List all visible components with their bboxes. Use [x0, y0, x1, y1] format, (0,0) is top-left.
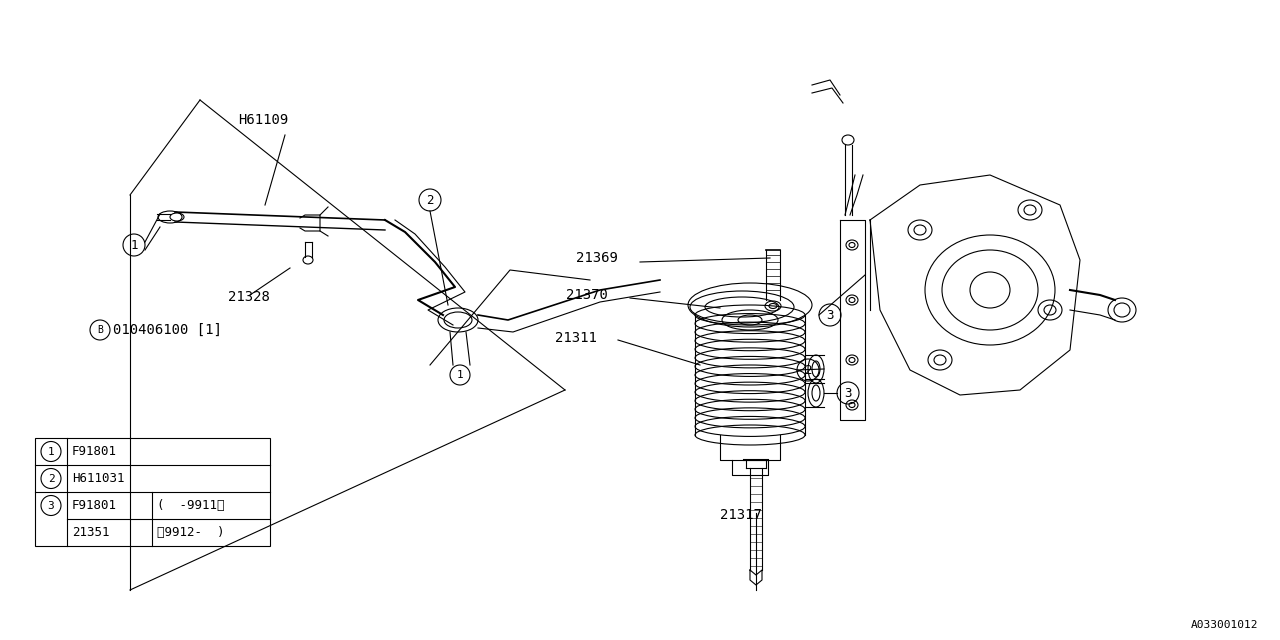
Text: 1: 1	[457, 370, 463, 380]
Text: 3: 3	[845, 387, 851, 399]
Text: F91801: F91801	[72, 445, 116, 458]
Text: (  -9911〉: ( -9911〉	[157, 499, 224, 512]
Text: H61109: H61109	[238, 113, 288, 127]
Text: 21311: 21311	[556, 331, 596, 345]
Text: 2: 2	[426, 193, 434, 207]
Text: 〈9912-  ): 〈9912- )	[157, 526, 224, 539]
Text: A033001012: A033001012	[1190, 620, 1258, 630]
Text: 1: 1	[131, 239, 138, 252]
Text: 21317: 21317	[721, 508, 762, 522]
Text: 3: 3	[47, 500, 54, 511]
Text: B: B	[97, 325, 102, 335]
Text: 21370: 21370	[566, 288, 608, 302]
Text: 3: 3	[827, 308, 833, 321]
Text: H611031: H611031	[72, 472, 124, 485]
Text: 2: 2	[47, 474, 54, 483]
Bar	[35, 438, 270, 546]
Text: 21328: 21328	[228, 290, 270, 304]
Text: F91801: F91801	[72, 499, 116, 512]
Text: 1: 1	[47, 447, 54, 456]
Text: 010406100 [1]: 010406100 [1]	[113, 323, 221, 337]
Text: 2: 2	[804, 364, 812, 376]
Text: 21369: 21369	[576, 251, 618, 265]
Text: 21351: 21351	[72, 526, 110, 539]
